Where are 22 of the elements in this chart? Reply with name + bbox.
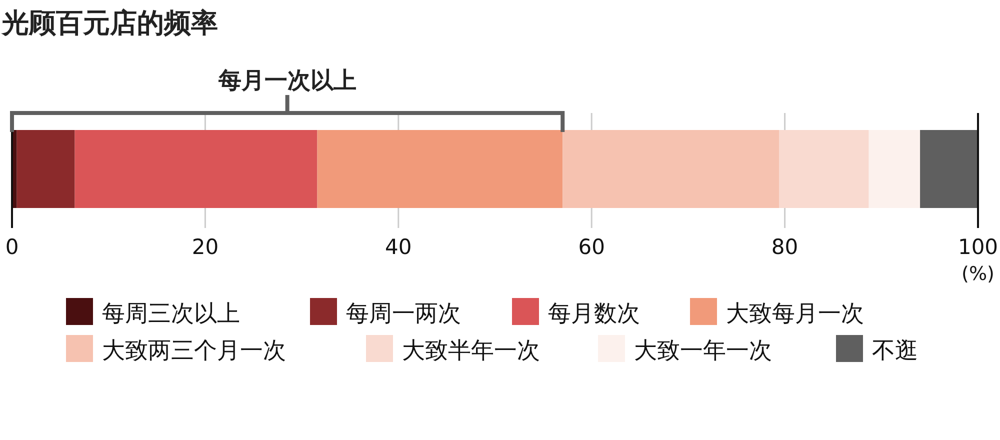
x-tick-label: 60 — [578, 235, 605, 259]
legend-label: 大致半年一次 — [402, 338, 540, 364]
chart-title: 光顾百元店的频率 — [1, 8, 218, 39]
legend-label: 每周一两次 — [346, 301, 461, 327]
bar — [16, 130, 75, 208]
x-axis-title: (%) — [962, 263, 994, 285]
legend-label: 大致每月一次 — [726, 301, 864, 327]
bar — [562, 130, 780, 208]
x-tick-label: 20 — [192, 235, 219, 259]
legend-label: 大致一年一次 — [634, 338, 772, 364]
bar — [868, 130, 920, 208]
legend-label: 每周三次以上 — [102, 301, 240, 327]
legend-label: 每月数次 — [548, 301, 640, 327]
bar — [920, 130, 978, 208]
legend-label: 不逛 — [872, 338, 918, 364]
x-tick-label: 0 — [5, 235, 19, 259]
bar — [779, 130, 869, 208]
x-tick-label: 40 — [385, 235, 412, 259]
x-tick-label: 80 — [771, 235, 798, 259]
x-tick-label: 100 — [958, 235, 998, 259]
text: 每月一次以上 — [217, 68, 356, 94]
legend-label: 大致两三个月一次 — [102, 338, 286, 364]
